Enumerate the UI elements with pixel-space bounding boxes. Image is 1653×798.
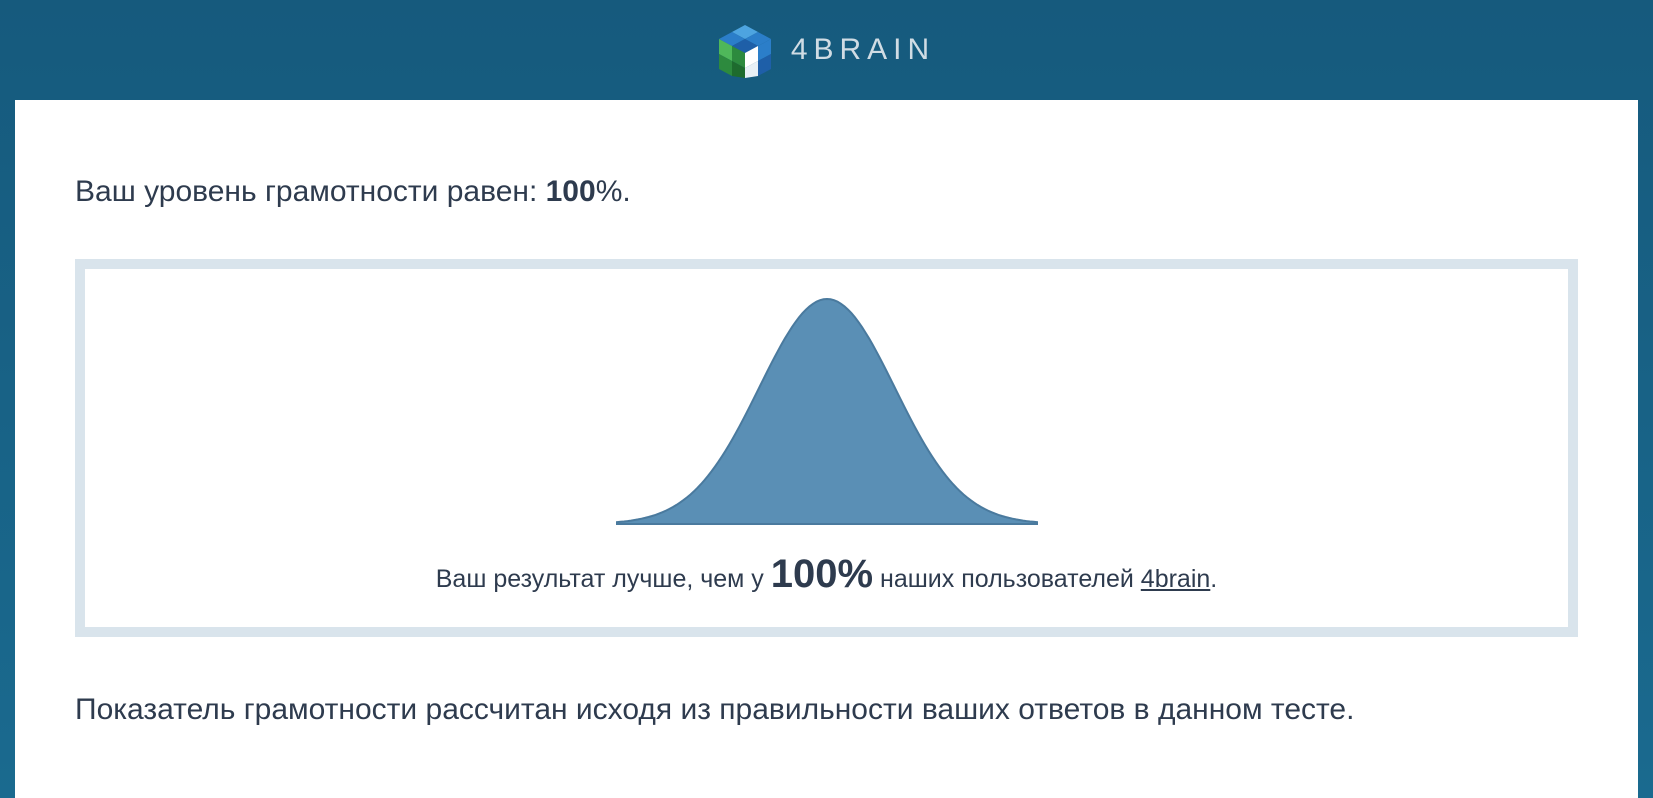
bell-curve-container [115,294,1538,534]
logo-icon [718,23,773,78]
result-percent: 100% [771,552,873,596]
distribution-chart-box: Ваш результат лучше, чем у 100% наших по… [75,259,1578,637]
heading-suffix: %. [596,175,631,208]
site-header: 4BRAIN [0,0,1653,100]
content-inner: Ваш уровень грамотности равен: 100%. Ваш… [15,100,1638,772]
heading-percent: 100 [546,175,596,208]
literacy-heading: Ваш уровень грамотности равен: 100%. [75,175,1578,209]
heading-prefix: Ваш уровень грамотности равен: [75,175,546,208]
brand-link[interactable]: 4brain [1141,565,1211,593]
content-panel[interactable]: Ваш уровень грамотности равен: 100%. Ваш… [15,100,1638,798]
brand-name: 4BRAIN [791,33,935,67]
bell-curve-icon [597,294,1057,534]
result-suffix: . [1210,565,1217,593]
result-text: Ваш результат лучше, чем у 100% наших по… [115,552,1538,597]
result-mid: наших пользователей [873,565,1141,593]
explanation-text: Показатель грамотности рассчитан исходя … [75,687,1578,732]
result-prefix: Ваш результат лучше, чем у [436,565,771,593]
